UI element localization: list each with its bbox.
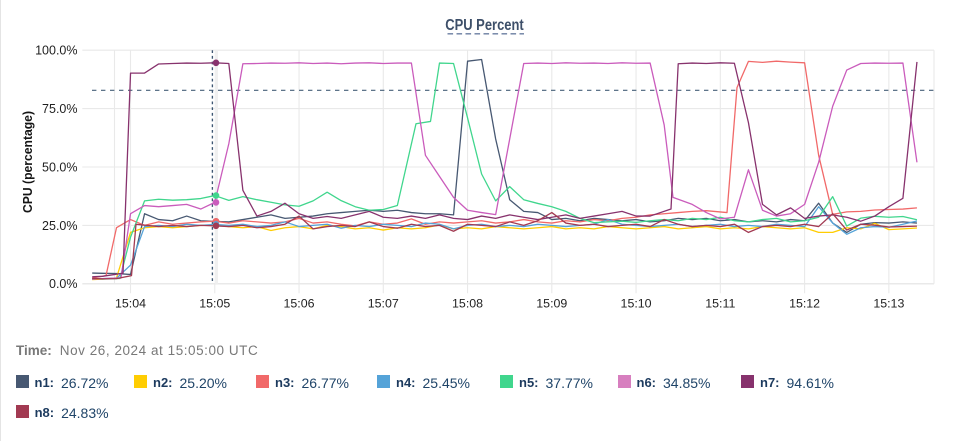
svg-text:75.0%: 75.0% bbox=[42, 102, 77, 116]
svg-text:15:04: 15:04 bbox=[115, 297, 146, 311]
svg-text:15:08: 15:08 bbox=[452, 297, 483, 311]
svg-text:15:11: 15:11 bbox=[705, 297, 735, 311]
svg-text:15:12: 15:12 bbox=[789, 297, 820, 311]
svg-text:CPU (percentage): CPU (percentage) bbox=[21, 111, 35, 213]
svg-text:15:13: 15:13 bbox=[873, 297, 904, 311]
svg-text:15:06: 15:06 bbox=[284, 297, 315, 311]
svg-text:15:05: 15:05 bbox=[199, 297, 230, 311]
svg-text:100.0%: 100.0% bbox=[35, 44, 77, 58]
svg-text:15:07: 15:07 bbox=[368, 297, 399, 311]
svg-text:0.0%: 0.0% bbox=[49, 277, 78, 291]
svg-text:50.0%: 50.0% bbox=[42, 160, 77, 174]
svg-text:15:09: 15:09 bbox=[536, 297, 567, 311]
svg-text:25.0%: 25.0% bbox=[42, 219, 77, 233]
svg-text:15:10: 15:10 bbox=[621, 297, 652, 311]
